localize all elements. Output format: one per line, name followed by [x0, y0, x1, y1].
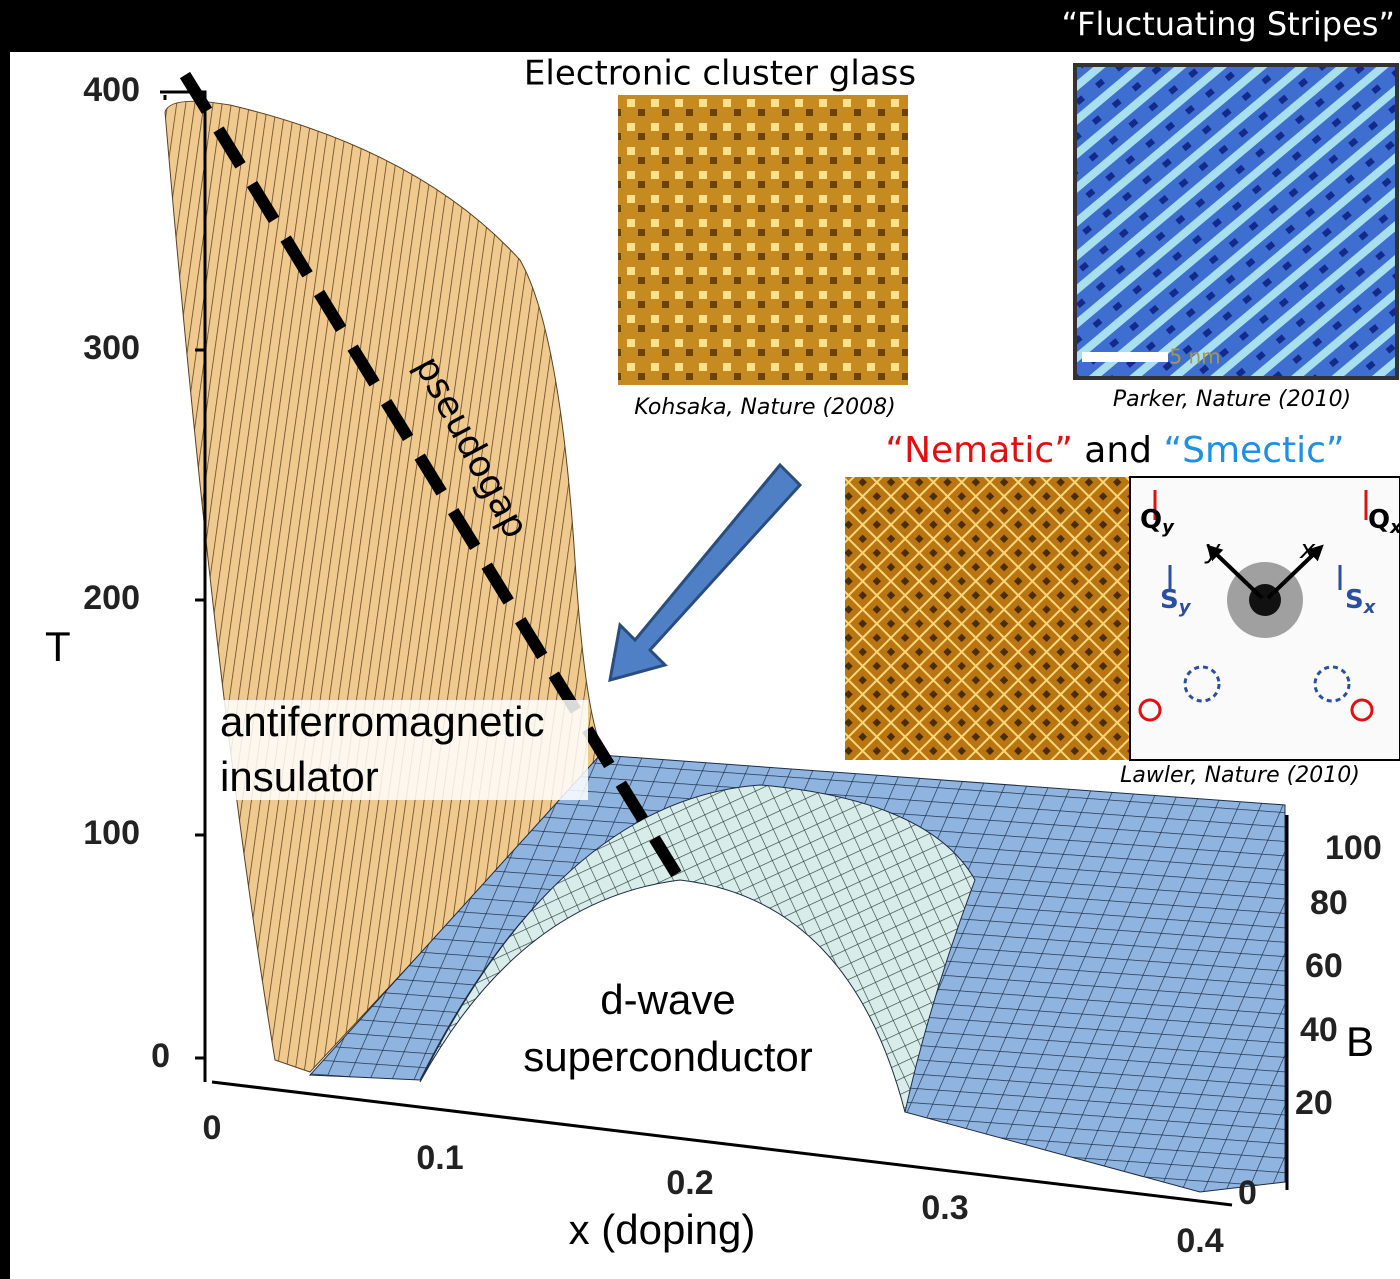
fft-subscript: y: [1179, 597, 1192, 618]
x-tick-label: 0.3: [921, 1189, 968, 1227]
fft-letter: Q: [1140, 505, 1162, 535]
b-tick-label: 20: [1295, 1084, 1333, 1122]
citation: Parker, Nature (2010): [1113, 387, 1351, 412]
and: and: [1084, 430, 1152, 471]
fft-letter: y: [1204, 535, 1221, 565]
scale-bar: [1082, 352, 1168, 362]
fft-letter: S: [1160, 585, 1179, 615]
b-tick-label: 40: [1300, 1011, 1338, 1049]
cluster-image: [618, 95, 908, 385]
sc-label: d-wave: [600, 976, 735, 1023]
b-tick-label: 100: [1325, 829, 1382, 867]
t-label: T: [45, 623, 71, 670]
x-label: x (doping): [569, 1206, 756, 1253]
citation: Kohsaka, Nature (2008): [634, 395, 895, 420]
afm-label: insulator: [220, 753, 379, 800]
t-tick-label: 0: [151, 1037, 170, 1075]
inset-title: Electronic cluster glass: [524, 54, 916, 94]
slide-title: “Fluctuating Stripes”: [1061, 5, 1395, 43]
fft-label: y: [1204, 535, 1221, 565]
fft-letter: Q: [1368, 505, 1390, 535]
fft-letter: S: [1345, 585, 1364, 615]
fft-subscript: x: [1389, 517, 1400, 538]
b-label: B: [1346, 1018, 1374, 1065]
x-tick-label: 0.2: [666, 1164, 713, 1202]
smectic: “Smectic”: [1163, 430, 1344, 471]
x-tick-label: 0.1: [416, 1139, 463, 1177]
parker-image: [1075, 65, 1397, 378]
x-tick-label: 0: [203, 1109, 222, 1147]
nematic: “Nematic”: [885, 430, 1072, 471]
t-tick-label: 200: [83, 579, 140, 617]
b-tick-label: 60: [1305, 947, 1343, 985]
fft-subscript: y: [1162, 517, 1175, 538]
sc-label: superconductor: [523, 1033, 813, 1080]
fft-letter: x: [1299, 535, 1316, 565]
slide: “Fluctuating Stripes” T x (doping) B 400…: [0, 0, 1400, 1279]
t-tick-label: 300: [83, 329, 140, 367]
inset-title: “Nematic” and “Smectic”: [885, 430, 1344, 471]
x-tick-label: 0.4: [1176, 1222, 1223, 1260]
t-tick-label: 100: [83, 814, 140, 852]
t-tick-label: 400: [83, 71, 140, 109]
b-tick-label: 80: [1310, 884, 1348, 922]
fft-label: x: [1299, 535, 1316, 565]
fft-subscript: x: [1363, 597, 1377, 618]
citation: Lawler, Nature (2010): [1120, 763, 1360, 788]
b-tick-label: 0: [1238, 1174, 1257, 1212]
scale-label: 5 nm: [1169, 345, 1220, 369]
nematic-image: [845, 477, 1130, 760]
afm-label: antiferromagnetic: [220, 698, 545, 745]
